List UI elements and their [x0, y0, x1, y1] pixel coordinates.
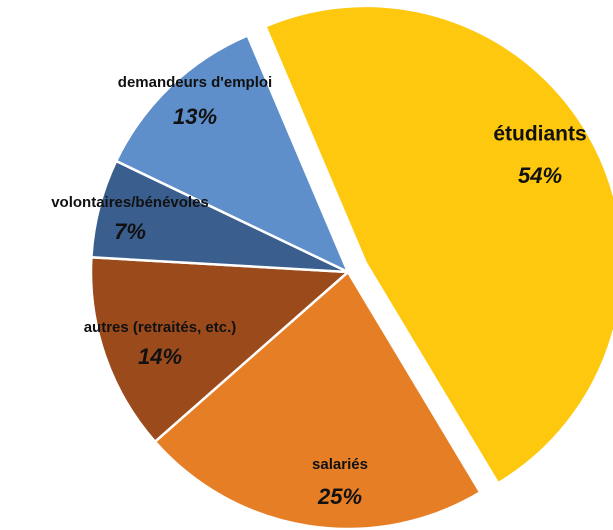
pie-slice — [89, 255, 352, 444]
slice-label: volontaires/bénévoles — [51, 194, 209, 211]
pie-slice — [263, 4, 613, 486]
slice-label: étudiants — [493, 123, 586, 146]
slice-label: salariés — [312, 456, 368, 473]
slice-value: 14% — [138, 344, 182, 369]
slice-label: demandeurs d'emploi — [118, 74, 272, 91]
slice-label: autres (retraités, etc.) — [84, 319, 237, 336]
pie-slice — [114, 33, 351, 275]
pie-slice — [153, 270, 482, 530]
slice-value: 7% — [114, 219, 146, 244]
slice-value: 25% — [317, 484, 362, 509]
slice-value: 13% — [173, 104, 217, 129]
slice-value: 54% — [518, 163, 562, 188]
